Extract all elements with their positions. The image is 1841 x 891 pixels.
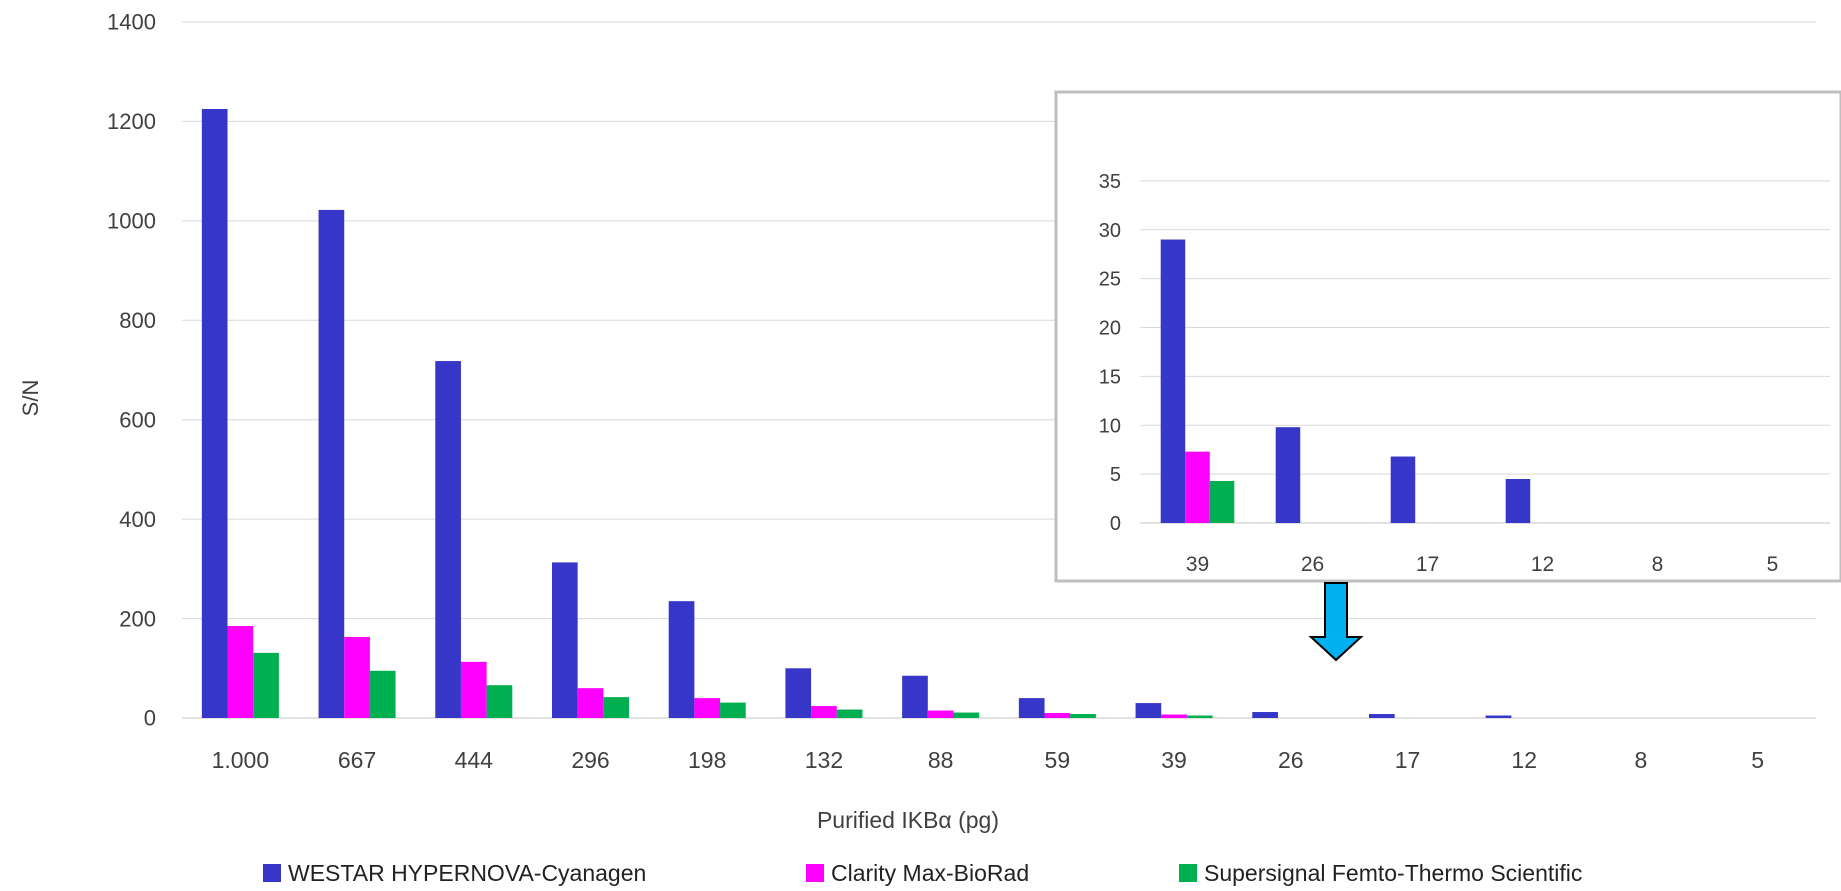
main-x-tick-label: 1.000 — [212, 747, 270, 773]
main-bar — [201, 109, 228, 718]
main-bar — [460, 661, 487, 718]
main-bar — [1044, 713, 1071, 718]
main-bar — [577, 688, 604, 718]
main-bar — [1135, 703, 1162, 718]
legend-label: Clarity Max-BioRad — [831, 860, 1029, 886]
main-bar — [720, 702, 746, 718]
inset-bar — [1209, 480, 1235, 523]
main-x-tick-label: 12 — [1511, 747, 1537, 773]
main-bar — [953, 712, 980, 718]
inset-bar — [1185, 451, 1210, 523]
inset-x-tick-label: 8 — [1652, 553, 1664, 576]
inset-x-tick-label: 5 — [1767, 553, 1779, 576]
main-y-tick-label: 1400 — [107, 10, 156, 35]
main-bar — [1485, 715, 1512, 718]
main-x-tick-label: 39 — [1161, 747, 1187, 773]
main-x-tick-label: 198 — [688, 747, 726, 773]
legend-swatch — [1179, 864, 1197, 882]
inset-y-tick-label: 10 — [1099, 415, 1121, 437]
inset-bar — [1390, 456, 1416, 523]
main-bar — [253, 652, 279, 718]
inset-y-tick-label: 30 — [1099, 220, 1121, 242]
inset-y-tick-label: 25 — [1099, 269, 1121, 291]
main-y-axis-ticks: 0 200 400 600 800 1000 1200 1400 — [107, 10, 156, 731]
main-y-tick-label: 1200 — [107, 109, 156, 134]
inset-x-tick-label: 17 — [1416, 553, 1439, 576]
legend-label: Supersignal Femto-Thermo Scientific — [1204, 860, 1582, 886]
inset-chart-gridlines — [1140, 180, 1830, 524]
main-x-tick-label: 8 — [1635, 747, 1648, 773]
main-bar — [1018, 698, 1045, 718]
main-x-tick-label: 296 — [571, 747, 609, 773]
main-bar — [1252, 712, 1278, 718]
legend-label: WESTAR HYPERNOVA-Cyanagen — [288, 860, 646, 886]
inset-y-tick-label: 20 — [1099, 318, 1121, 340]
main-bar — [486, 685, 513, 718]
inset-y-tick-label: 35 — [1099, 171, 1121, 193]
main-bar — [551, 562, 578, 718]
inset-bar — [1505, 479, 1531, 523]
main-bar — [603, 697, 630, 718]
main-bar — [668, 601, 695, 718]
main-bar — [785, 668, 812, 718]
main-bar — [369, 670, 396, 718]
legend-swatch — [263, 864, 281, 882]
inset-bar — [1275, 427, 1301, 523]
inset-bar — [1160, 239, 1186, 523]
inset-x-tick-label: 39 — [1186, 553, 1209, 576]
inset-chart-bars — [1160, 239, 1531, 523]
main-x-tick-label: 17 — [1395, 747, 1421, 773]
inset-chart: 0 5 10 15 20 25 30 35 39 26 17 12 8 5 — [1054, 90, 1841, 583]
main-y-tick-label: 400 — [119, 507, 156, 532]
zoom-arrow-icon — [1308, 582, 1364, 662]
main-y-tick-label: 600 — [119, 407, 156, 432]
inset-x-tick-label: 26 — [1301, 553, 1324, 576]
legend: WESTAR HYPERNOVA-Cyanagen Clarity Max-Bio… — [263, 860, 1582, 886]
main-bar — [344, 636, 370, 718]
main-x-tick-label: 26 — [1278, 747, 1304, 773]
inset-x-tick-label: 12 — [1531, 553, 1554, 576]
main-bar — [435, 361, 461, 718]
main-bar — [902, 675, 928, 718]
main-bar — [836, 709, 863, 718]
inset-y-tick-label: 0 — [1110, 513, 1121, 535]
main-y-tick-label: 0 — [144, 706, 156, 731]
main-x-tick-label: 444 — [455, 747, 494, 773]
main-bar — [927, 710, 954, 718]
main-y-tick-label: 200 — [119, 606, 156, 631]
y-axis-title: S/N — [18, 380, 43, 417]
main-x-tick-label: 5 — [1751, 747, 1764, 773]
main-x-tick-label: 88 — [928, 747, 954, 773]
main-bar — [1070, 714, 1096, 718]
main-y-tick-label: 800 — [119, 308, 156, 333]
main-bar — [227, 626, 254, 718]
main-x-axis-ticks: 1.000 667 444 296 198 132 88 59 39 26 17 12 8 5 — [212, 747, 1764, 773]
main-x-tick-label: 667 — [338, 747, 376, 773]
main-x-tick-label: 132 — [805, 747, 843, 773]
inset-x-axis-ticks: 39 26 17 12 8 5 — [1186, 553, 1779, 576]
main-bar — [1186, 715, 1213, 718]
main-bar — [1368, 714, 1395, 718]
legend-swatch — [806, 864, 824, 882]
inset-y-tick-label: 5 — [1110, 464, 1121, 486]
main-chart-bars — [201, 109, 1512, 719]
x-axis-title: Purified IKBα (pg) — [817, 807, 999, 833]
main-bar — [1161, 714, 1187, 718]
inset-y-axis-ticks: 0 5 10 15 20 25 30 35 — [1099, 171, 1121, 535]
inset-y-tick-label: 15 — [1099, 366, 1121, 388]
main-y-tick-label: 1000 — [107, 209, 156, 234]
main-bar — [318, 209, 345, 719]
main-x-tick-label: 59 — [1045, 747, 1071, 773]
main-bar — [811, 706, 837, 718]
main-bar — [694, 698, 721, 718]
